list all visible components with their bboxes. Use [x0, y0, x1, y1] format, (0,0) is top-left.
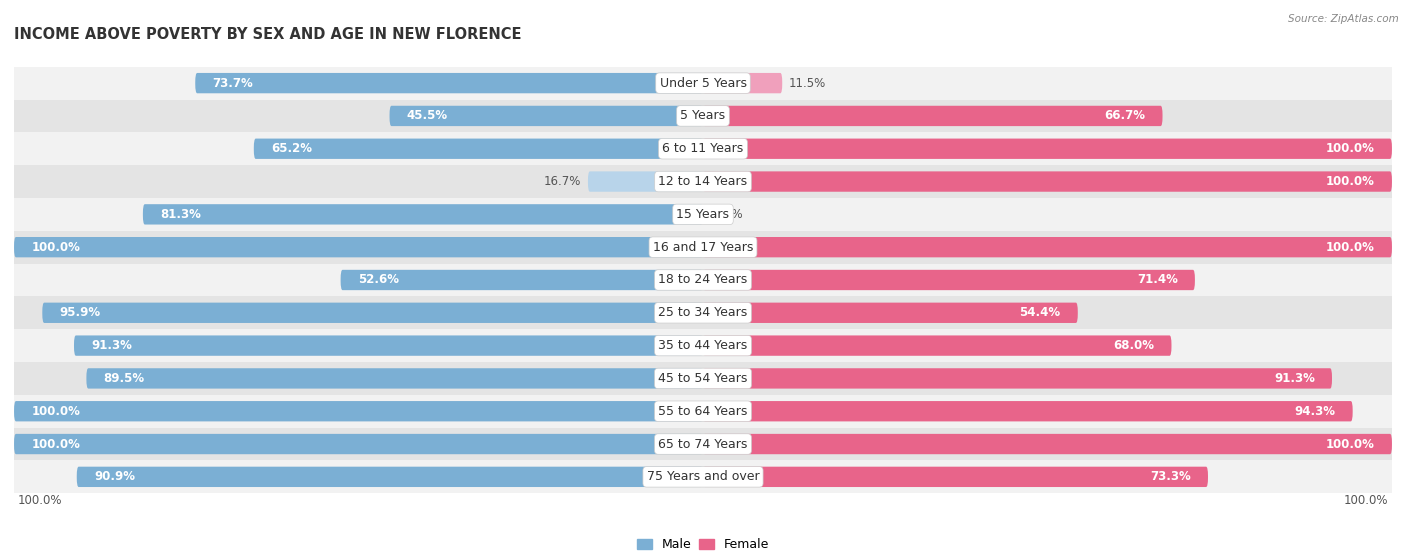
Text: 65.2%: 65.2%: [271, 142, 312, 155]
Text: Source: ZipAtlas.com: Source: ZipAtlas.com: [1288, 14, 1399, 24]
Text: 100.0%: 100.0%: [1326, 241, 1375, 254]
Legend: Male, Female: Male, Female: [637, 538, 769, 551]
Text: 16.7%: 16.7%: [544, 175, 581, 188]
Text: 73.7%: 73.7%: [212, 77, 253, 89]
Bar: [14, 362, 1392, 395]
Bar: [14, 198, 1392, 231]
FancyBboxPatch shape: [703, 73, 782, 93]
Text: 65 to 74 Years: 65 to 74 Years: [658, 438, 748, 451]
Text: 0.0%: 0.0%: [713, 208, 742, 221]
Text: 54.4%: 54.4%: [1019, 306, 1060, 319]
FancyBboxPatch shape: [340, 270, 703, 290]
Bar: [14, 100, 1392, 132]
Text: INCOME ABOVE POVERTY BY SEX AND AGE IN NEW FLORENCE: INCOME ABOVE POVERTY BY SEX AND AGE IN N…: [14, 27, 522, 42]
Bar: [14, 67, 1392, 100]
FancyBboxPatch shape: [14, 237, 703, 257]
Text: 11.5%: 11.5%: [789, 77, 827, 89]
Text: 66.7%: 66.7%: [1104, 110, 1146, 122]
Text: 25 to 34 Years: 25 to 34 Years: [658, 306, 748, 319]
FancyBboxPatch shape: [703, 172, 1392, 192]
FancyBboxPatch shape: [77, 467, 703, 487]
Text: 91.3%: 91.3%: [1274, 372, 1315, 385]
Text: 100.0%: 100.0%: [31, 405, 80, 418]
Text: 91.3%: 91.3%: [91, 339, 132, 352]
FancyBboxPatch shape: [254, 139, 703, 159]
Bar: [14, 296, 1392, 329]
Text: 81.3%: 81.3%: [160, 208, 201, 221]
FancyBboxPatch shape: [75, 335, 703, 356]
Text: 100.0%: 100.0%: [31, 438, 80, 451]
FancyBboxPatch shape: [14, 401, 703, 421]
Text: 15 Years: 15 Years: [676, 208, 730, 221]
FancyBboxPatch shape: [703, 106, 1163, 126]
Text: 45.5%: 45.5%: [406, 110, 449, 122]
Text: 12 to 14 Years: 12 to 14 Years: [658, 175, 748, 188]
Text: 100.0%: 100.0%: [17, 494, 62, 507]
Bar: [14, 428, 1392, 461]
FancyBboxPatch shape: [389, 106, 703, 126]
Bar: [14, 264, 1392, 296]
Text: 55 to 64 Years: 55 to 64 Years: [658, 405, 748, 418]
FancyBboxPatch shape: [703, 270, 1195, 290]
Text: 100.0%: 100.0%: [1326, 175, 1375, 188]
FancyBboxPatch shape: [703, 302, 1078, 323]
Text: 100.0%: 100.0%: [1326, 438, 1375, 451]
FancyBboxPatch shape: [195, 73, 703, 93]
FancyBboxPatch shape: [703, 401, 1353, 421]
FancyBboxPatch shape: [703, 335, 1171, 356]
FancyBboxPatch shape: [42, 302, 703, 323]
Text: 100.0%: 100.0%: [1326, 142, 1375, 155]
FancyBboxPatch shape: [143, 204, 703, 225]
Bar: [14, 329, 1392, 362]
Text: 100.0%: 100.0%: [1344, 494, 1389, 507]
FancyBboxPatch shape: [703, 139, 1392, 159]
Text: 16 and 17 Years: 16 and 17 Years: [652, 241, 754, 254]
Text: 52.6%: 52.6%: [359, 273, 399, 286]
Text: 5 Years: 5 Years: [681, 110, 725, 122]
Text: 100.0%: 100.0%: [31, 241, 80, 254]
Text: 35 to 44 Years: 35 to 44 Years: [658, 339, 748, 352]
FancyBboxPatch shape: [703, 467, 1208, 487]
FancyBboxPatch shape: [703, 237, 1392, 257]
FancyBboxPatch shape: [703, 368, 1331, 389]
Text: 90.9%: 90.9%: [94, 470, 135, 484]
Bar: [14, 395, 1392, 428]
FancyBboxPatch shape: [703, 434, 1392, 454]
Text: 75 Years and over: 75 Years and over: [647, 470, 759, 484]
FancyBboxPatch shape: [14, 434, 703, 454]
Text: 6 to 11 Years: 6 to 11 Years: [662, 142, 744, 155]
FancyBboxPatch shape: [588, 172, 703, 192]
Text: 68.0%: 68.0%: [1114, 339, 1154, 352]
Text: 94.3%: 94.3%: [1295, 405, 1336, 418]
Bar: [14, 132, 1392, 165]
Text: 73.3%: 73.3%: [1150, 470, 1191, 484]
Text: 71.4%: 71.4%: [1137, 273, 1178, 286]
Text: 45 to 54 Years: 45 to 54 Years: [658, 372, 748, 385]
Text: 18 to 24 Years: 18 to 24 Years: [658, 273, 748, 286]
Bar: [14, 165, 1392, 198]
Text: Under 5 Years: Under 5 Years: [659, 77, 747, 89]
Bar: [14, 461, 1392, 493]
FancyBboxPatch shape: [86, 368, 703, 389]
Text: 89.5%: 89.5%: [104, 372, 145, 385]
Text: 95.9%: 95.9%: [59, 306, 101, 319]
Bar: [14, 231, 1392, 264]
